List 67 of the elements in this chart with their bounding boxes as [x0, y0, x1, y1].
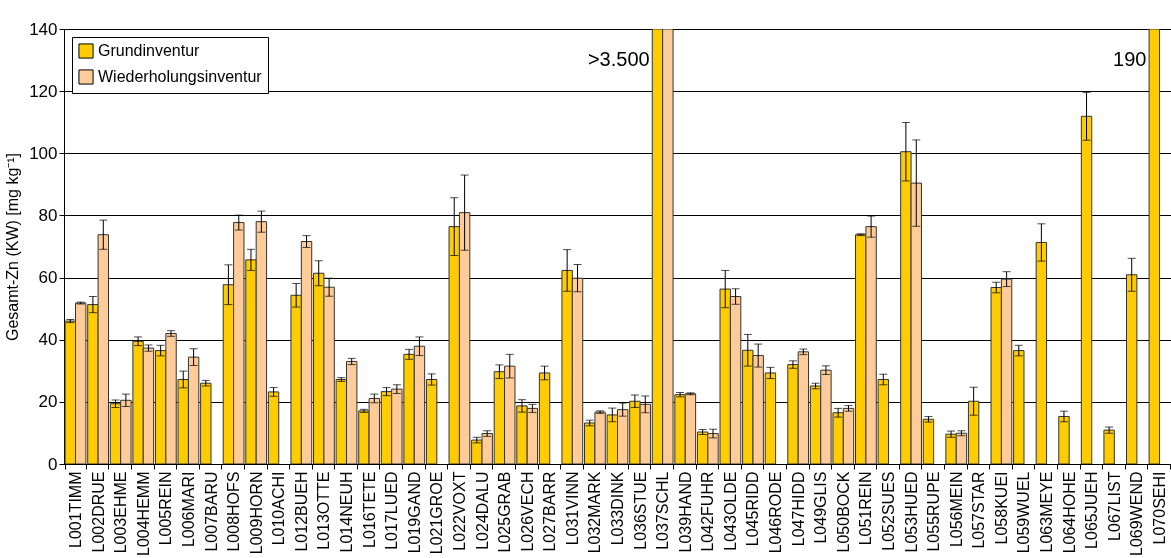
y-tick-label: 60: [38, 268, 58, 288]
x-tick-label: L005REIN: [157, 471, 175, 546]
bar: [1080, 115, 1093, 464]
y-tick-label: 80: [38, 205, 58, 225]
x-tick-label: L050BOCK: [834, 471, 852, 553]
x-tick-label: L059WUEL: [1015, 471, 1033, 554]
x-tick-label: L024DALU: [473, 471, 491, 550]
x-tick-label: L046RODE: [767, 471, 785, 554]
x-tick-label: L070SEHI: [1150, 471, 1168, 545]
x-tick-label: L052SUES: [879, 471, 897, 551]
x-tick-label: L043OLDE: [721, 471, 739, 551]
x-tick-label: L032MARK: [586, 471, 604, 554]
x-tick-label: L058KUEI: [992, 471, 1010, 545]
x-tick-label: L039HAND: [676, 471, 694, 553]
x-tick-label: L031VINN: [563, 471, 581, 546]
x-tick-label: L027BARR: [541, 471, 559, 552]
y-axis-title: Gesamt-Zn (KW) [mg kg⁻¹]: [4, 152, 22, 342]
x-tick-label: L057STAR: [970, 471, 988, 549]
x-tick-label: L069WEND: [1128, 471, 1146, 556]
x-tick-label: L002DRUE: [89, 471, 107, 553]
x-tick-label: L049GLIS: [812, 471, 830, 544]
x-tick-label: L008HOFS: [225, 471, 243, 552]
x-tick-label: L053HUED: [902, 471, 920, 553]
x-tick-label: L065JUEH: [1083, 471, 1101, 549]
x-tick-label: L001TIMM: [67, 471, 85, 548]
x-tick-label: L006MARI: [179, 471, 197, 548]
x-tick-label: L016TETE: [360, 471, 378, 548]
bar: [1148, 29, 1160, 464]
x-tick-label: L055RUPE: [925, 471, 943, 552]
x-tick-label: L064HOHE: [1060, 471, 1078, 554]
x-tick-label: L003EHME: [112, 471, 130, 554]
x-tick-label: L051REIN: [857, 471, 875, 546]
x-tick-label: L012BUEH: [292, 471, 310, 552]
x-tick-label: L067LIST: [1105, 471, 1123, 541]
x-tick-label: L033DINK: [609, 471, 626, 546]
bar: [1035, 241, 1048, 464]
x-tick-label: L019GAND: [405, 471, 423, 554]
x-tick-label: L009HORN: [247, 471, 265, 555]
y-tick-label: 120: [29, 81, 58, 101]
x-tick-label: L010ACHI: [270, 471, 288, 546]
legend-label: Grundinventur: [98, 42, 201, 59]
x-tick-label: L037SCHL: [654, 471, 672, 550]
x-tick-label: L042FUHR: [699, 471, 717, 552]
x-tick-label: L045RIDD: [744, 471, 762, 547]
x-tick-label: L036STUE: [631, 471, 649, 550]
x-tick-label: L007BARU: [202, 471, 220, 552]
y-tick-label: 100: [29, 143, 58, 163]
x-tick-label: L013OTTE: [315, 471, 333, 550]
x-tick-label: L014NEUH: [338, 471, 356, 553]
x-tick-label: L022VOXT: [450, 471, 468, 551]
annotation: 190: [1113, 48, 1147, 71]
x-tick-label: L063MEYE: [1038, 471, 1056, 553]
x-tick-label: L056MEIN: [947, 471, 965, 548]
annotation: >3.500: [587, 48, 650, 71]
bar: [1058, 415, 1070, 464]
x-tick-label: L021GROE: [428, 471, 446, 555]
y-tick-label: 20: [38, 392, 58, 412]
legend-label: Wiederholungsinventur: [98, 68, 263, 85]
x-tick-label: L026VECH: [518, 471, 536, 552]
bar: [1126, 274, 1138, 464]
x-tick-label: L025GRAB: [496, 471, 514, 553]
x-tick-label: L047HIDD: [789, 471, 807, 547]
y-tick-label: 140: [29, 19, 58, 39]
x-tick-label: L017LUED: [383, 471, 401, 550]
y-tick-label: 40: [38, 330, 58, 350]
x-tick-label: L004HEMM: [134, 471, 152, 556]
y-tick-label: 0: [48, 454, 58, 474]
